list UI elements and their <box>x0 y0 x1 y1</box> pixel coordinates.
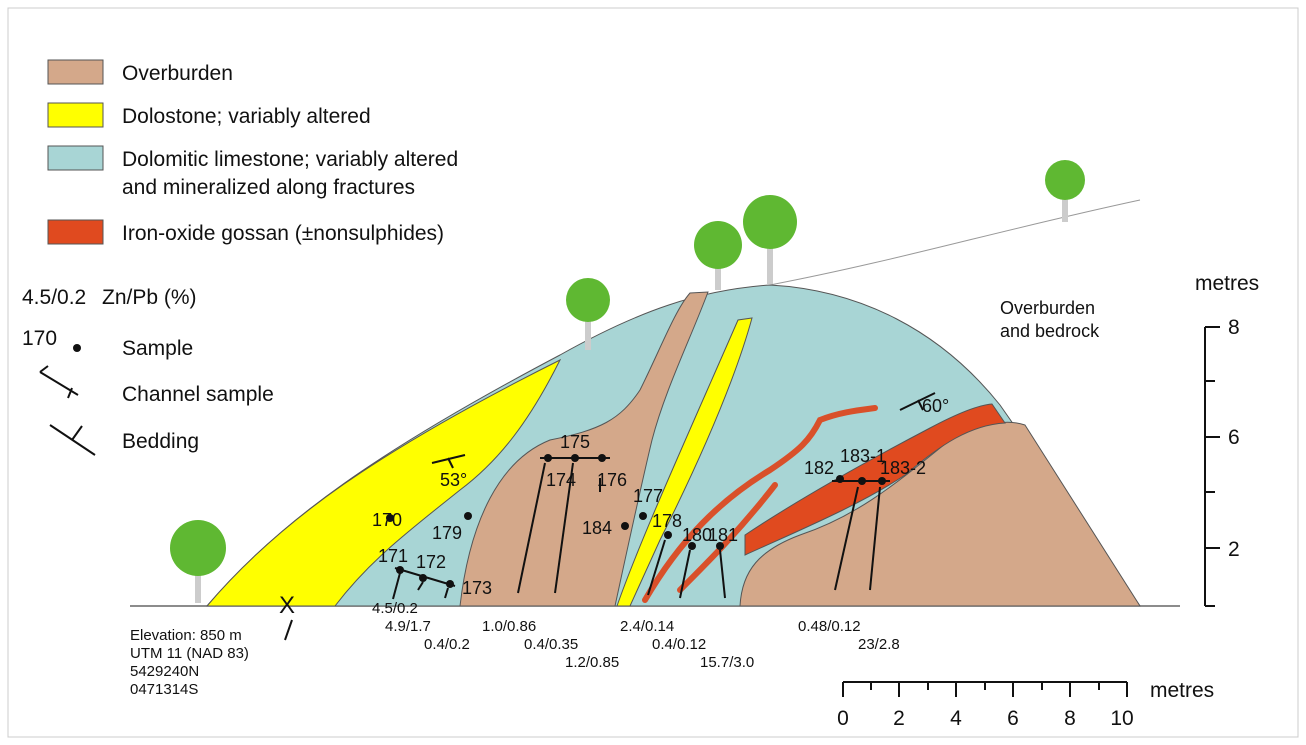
legend-swatch <box>48 103 103 127</box>
symbol-label: Bedding <box>122 430 199 453</box>
assay: 1.2/0.85 <box>565 654 619 671</box>
scale-label: 8 <box>1228 316 1240 339</box>
location: Elevation: 850 m <box>130 627 242 644</box>
assay: 4.9/1.7 <box>385 618 431 635</box>
section: X Overburden Dolostone; variably altered… <box>0 0 1306 745</box>
sample-label: 177 <box>633 486 663 506</box>
assay: 0.4/0.35 <box>524 636 578 653</box>
symbol-example: 4.5/0.2 <box>22 286 86 309</box>
scale-label: 4 <box>950 707 962 730</box>
sample-label: 170 <box>372 510 402 530</box>
legend-swatch <box>48 146 103 170</box>
assay: 0.4/0.2 <box>424 636 470 653</box>
scale-label: 2 <box>893 707 905 730</box>
dip: 60° <box>922 396 949 416</box>
assay: 4.5/0.2 <box>372 600 418 617</box>
annotation: and bedrock <box>1000 321 1100 341</box>
legend-label: Iron-oxide gossan (±nonsulphides) <box>122 222 444 245</box>
scale-label: 2 <box>1228 538 1240 561</box>
annotation: Overburden <box>1000 298 1095 318</box>
sample-label: 183-2 <box>880 458 926 478</box>
scale-unit: metres <box>1195 272 1259 295</box>
location: UTM 11 (NAD 83) <box>130 645 249 662</box>
sample-label: 175 <box>560 432 590 452</box>
sample-label: 172 <box>416 552 446 572</box>
scale-label: 10 <box>1110 707 1133 730</box>
legend-label: Dolomitic limestone; variably altered <box>122 148 458 171</box>
scale-label: 8 <box>1064 707 1076 730</box>
scale-label: 6 <box>1228 426 1240 449</box>
scale-label: 6 <box>1007 707 1019 730</box>
sample-label: 182 <box>804 458 834 478</box>
assay: 0.4/0.12 <box>652 636 706 653</box>
sample-label: 171 <box>378 546 408 566</box>
sample-label: 178 <box>652 511 682 531</box>
sample-label: 179 <box>432 523 462 543</box>
sample-label: 174 <box>546 470 576 490</box>
legend-label: Dolostone; variably altered <box>122 105 371 128</box>
location: 5429240N <box>130 663 199 680</box>
symbol-label: Channel sample <box>122 383 274 406</box>
sample-label: 176 <box>597 470 627 490</box>
scale-label: 0 <box>837 707 849 730</box>
dip: 53° <box>440 470 467 490</box>
symbol-label: Sample <box>122 337 193 360</box>
legend-label: and mineralized along fractures <box>122 176 415 199</box>
sample-label: 173 <box>462 578 492 598</box>
sample-label: 181 <box>708 525 738 545</box>
legend-swatch <box>48 60 103 84</box>
assay: 2.4/0.14 <box>620 618 674 635</box>
assay: 1.0/0.86 <box>482 618 536 635</box>
assay: 0.48/0.12 <box>798 618 861 635</box>
location: 0471314S <box>130 681 198 698</box>
assay: 23/2.8 <box>858 636 900 653</box>
assay: 15.7/3.0 <box>700 654 754 671</box>
sample-label: 184 <box>582 518 612 538</box>
legend-swatch <box>48 220 103 244</box>
scale-unit: metres <box>1150 679 1214 702</box>
symbol-example: 170 <box>22 327 57 350</box>
x-mark: X <box>279 592 295 619</box>
legend-label: Overburden <box>122 62 233 85</box>
symbol-label: Zn/Pb (%) <box>102 286 197 309</box>
